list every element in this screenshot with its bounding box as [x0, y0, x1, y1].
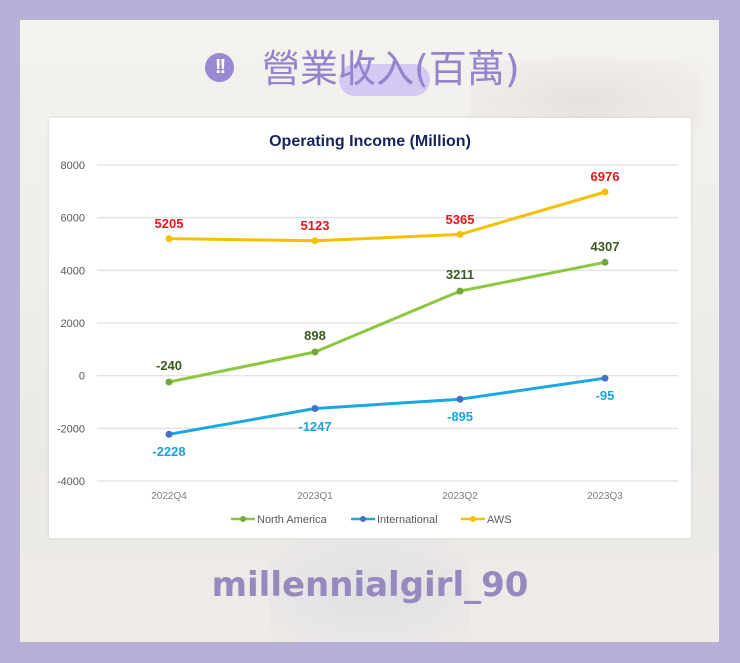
legend-label: International	[377, 514, 438, 526]
header: !! 營業收入(百萬)	[0, 0, 740, 110]
data-point[interactable]	[456, 287, 464, 295]
x-tick: 2023Q3	[587, 491, 623, 502]
data-point[interactable]	[601, 258, 609, 266]
legend-label: North America	[257, 514, 328, 526]
data-label: 3211	[446, 267, 474, 282]
page-title: 營業收入(百萬)	[262, 47, 520, 91]
line-chart: Operating Income (Million) 8000 6000 400…	[57, 133, 678, 526]
chart-card: Operating Income (Million) 8000 6000 400…	[49, 118, 691, 538]
y-tick: 0	[79, 371, 85, 383]
data-label: 6976	[591, 169, 620, 184]
data-point[interactable]	[601, 188, 609, 196]
y-tick: 8000	[61, 160, 85, 172]
y-tick: 2000	[61, 318, 85, 330]
double-exclamation-icon: !!	[205, 53, 234, 82]
data-label: 5205	[155, 216, 184, 231]
data-label: -240	[156, 358, 182, 373]
data-label: -2228	[152, 444, 185, 459]
y-tick: 6000	[61, 213, 85, 225]
data-label: -895	[447, 409, 473, 424]
data-label: 5365	[446, 212, 475, 227]
y-tick: 4000	[61, 265, 85, 277]
x-tick: 2023Q2	[442, 491, 478, 502]
legend-item-north-america[interactable]: North America	[231, 514, 328, 526]
y-tick: -2000	[57, 423, 85, 435]
legend-label: AWS	[487, 514, 512, 526]
data-label: -1247	[298, 419, 331, 434]
data-point[interactable]	[601, 374, 609, 382]
data-label: 5123	[301, 218, 330, 233]
legend-item-aws[interactable]: AWS	[461, 514, 512, 526]
grid-lines	[97, 164, 678, 482]
data-label: 4307	[591, 239, 620, 254]
legend: North America International AWS	[231, 514, 512, 526]
chart-title: Operating Income (Million)	[269, 133, 471, 150]
data-point[interactable]	[456, 230, 464, 238]
watermark-username: millennialgirl_90	[211, 565, 529, 605]
x-tick: 2022Q4	[151, 491, 187, 502]
x-tick: 2023Q1	[297, 491, 333, 502]
legend-item-international[interactable]: International	[351, 514, 438, 526]
title-highlight	[339, 64, 430, 96]
data-point[interactable]	[311, 348, 319, 356]
data-label: -95	[596, 388, 615, 403]
x-axis-ticks: 2022Q4 2023Q1 2023Q2 2023Q3	[151, 491, 623, 502]
y-tick: -4000	[57, 476, 85, 488]
data-point[interactable]	[165, 378, 173, 386]
series-international: -2228 -1247 -895 -95	[152, 374, 615, 459]
series-north-america: -240 898 3211 4307	[156, 239, 619, 386]
data-point[interactable]	[165, 235, 173, 243]
data-point[interactable]	[311, 237, 319, 245]
data-point[interactable]	[456, 395, 464, 403]
data-label: 898	[304, 328, 326, 343]
background-blur	[270, 540, 470, 642]
series-aws: 5205 5123 5365 6976	[155, 169, 620, 245]
data-point[interactable]	[311, 405, 319, 412]
data-point[interactable]	[165, 430, 173, 438]
y-axis-ticks: 8000 6000 4000 2000 0 -2000 -4000	[57, 160, 85, 488]
